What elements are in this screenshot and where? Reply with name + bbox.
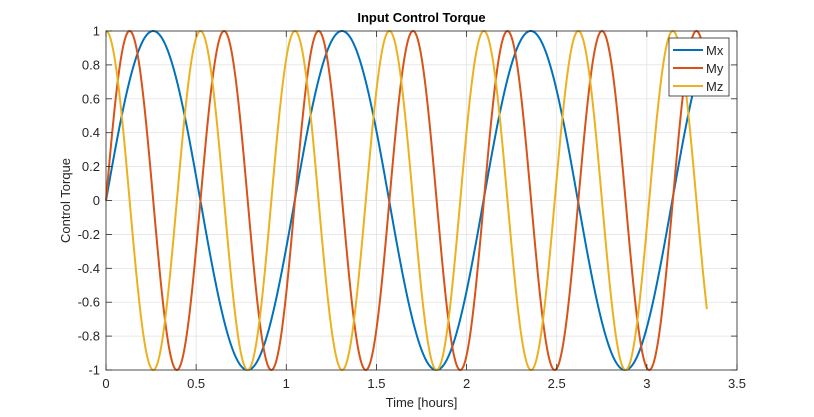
y-axis-label: Control Torque — [58, 158, 73, 243]
x-tick-label: 1 — [283, 376, 290, 391]
legend: Mx My Mz — [668, 37, 730, 97]
y-tick-label: -0.2 — [78, 227, 100, 242]
y-tick-label: 0.4 — [82, 125, 100, 140]
y-tick-label: -0.4 — [78, 261, 100, 276]
series-line-my — [105, 30, 708, 371]
legend-label-my: My — [706, 61, 724, 76]
x-tick-label: 0.5 — [187, 376, 205, 391]
y-tick-label: 0.2 — [82, 159, 100, 174]
legend-label-mz: Mz — [706, 79, 723, 94]
x-axis-label: Time [hours] — [386, 395, 458, 410]
y-tick-label: -1 — [88, 363, 100, 378]
x-tick-label: 0 — [102, 376, 109, 391]
series-line-mz — [105, 30, 708, 371]
x-tick-label: 2.5 — [548, 376, 566, 391]
legend-label-mx: Mx — [706, 43, 724, 58]
y-tick-label: 0.8 — [82, 57, 100, 72]
y-tick-label: 0 — [93, 193, 100, 208]
x-tick-label: 3 — [643, 376, 650, 391]
y-tick-label: -0.6 — [78, 295, 100, 310]
x-tick-label: 2 — [463, 376, 470, 391]
x-tick-label: 1.5 — [367, 376, 385, 391]
y-tick-label: 1 — [93, 24, 100, 39]
x-tick-label: 3.5 — [728, 376, 746, 391]
series-lines — [105, 30, 708, 371]
chart-title: Input Control Torque — [357, 10, 485, 25]
series-line-mx — [105, 30, 708, 371]
y-tick-label: 0.6 — [82, 91, 100, 106]
y-tick-label: -0.8 — [78, 329, 100, 344]
ticks: 0 0.5 1 1.5 2 2.5 3 3.5 -1 -0.8 -0.6 -0.4 -0.2 0 0.2 0.… — [78, 24, 746, 392]
